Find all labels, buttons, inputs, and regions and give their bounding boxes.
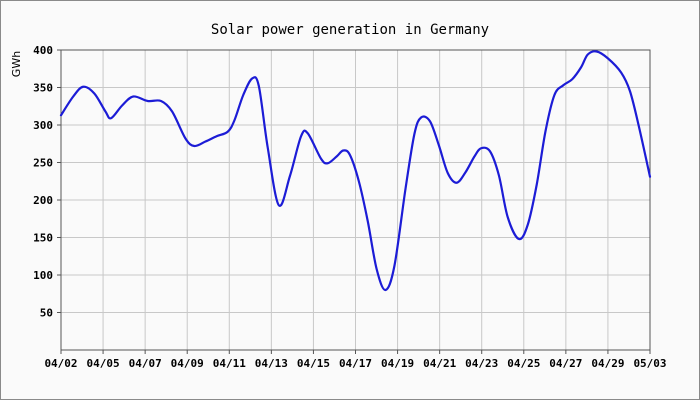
x-tick-label-9: 04/21 (423, 357, 456, 370)
x-tick-labels: 04/02 04/05 04/07 04/09 04/11 04/13 04/15 04/17… (44, 357, 666, 370)
x-tick-label-14: 05/03 (633, 357, 666, 370)
x-tick-label-11: 04/25 (507, 357, 540, 370)
plot-border (60, 49, 651, 351)
y-tick-label-0: 50 (40, 307, 53, 320)
y-tick-labels: 50 100 150 200 250 300 350 400 (33, 44, 53, 320)
series-group (59, 50, 652, 292)
x-tick-label-12: 04/27 (549, 357, 582, 370)
x-tick-label-1: 04/05 (87, 357, 120, 370)
x-tick-label-6: 04/15 (297, 357, 330, 370)
series-line-0 (59, 50, 652, 292)
x-tick-label-4: 04/11 (213, 357, 246, 370)
y-tick-label-5: 300 (33, 119, 53, 132)
x-tick-label-5: 04/13 (255, 357, 288, 370)
x-tick-label-8: 04/19 (381, 357, 414, 370)
x-tick-label-10: 04/23 (465, 357, 498, 370)
x-tick-label-2: 04/07 (129, 357, 162, 370)
y-tick-label-1: 100 (33, 269, 53, 282)
y-tick-label-2: 150 (33, 232, 53, 245)
chart-title: Solar power generation in Germany (211, 22, 489, 38)
y-tick-label-3: 200 (33, 194, 53, 207)
y-tick-label-6: 350 (33, 82, 53, 95)
y-axis-label: GWh (10, 51, 23, 77)
axes (57, 49, 651, 354)
x-tick-label-3: 04/09 (171, 357, 204, 370)
y-tick-label-7: 400 (33, 44, 53, 57)
y-tick-label-4: 250 (33, 157, 53, 170)
grid (61, 50, 650, 350)
x-tick-label-7: 04/17 (339, 357, 372, 370)
x-tick-label-13: 04/29 (591, 357, 624, 370)
x-tick-label-0: 04/02 (44, 357, 77, 370)
